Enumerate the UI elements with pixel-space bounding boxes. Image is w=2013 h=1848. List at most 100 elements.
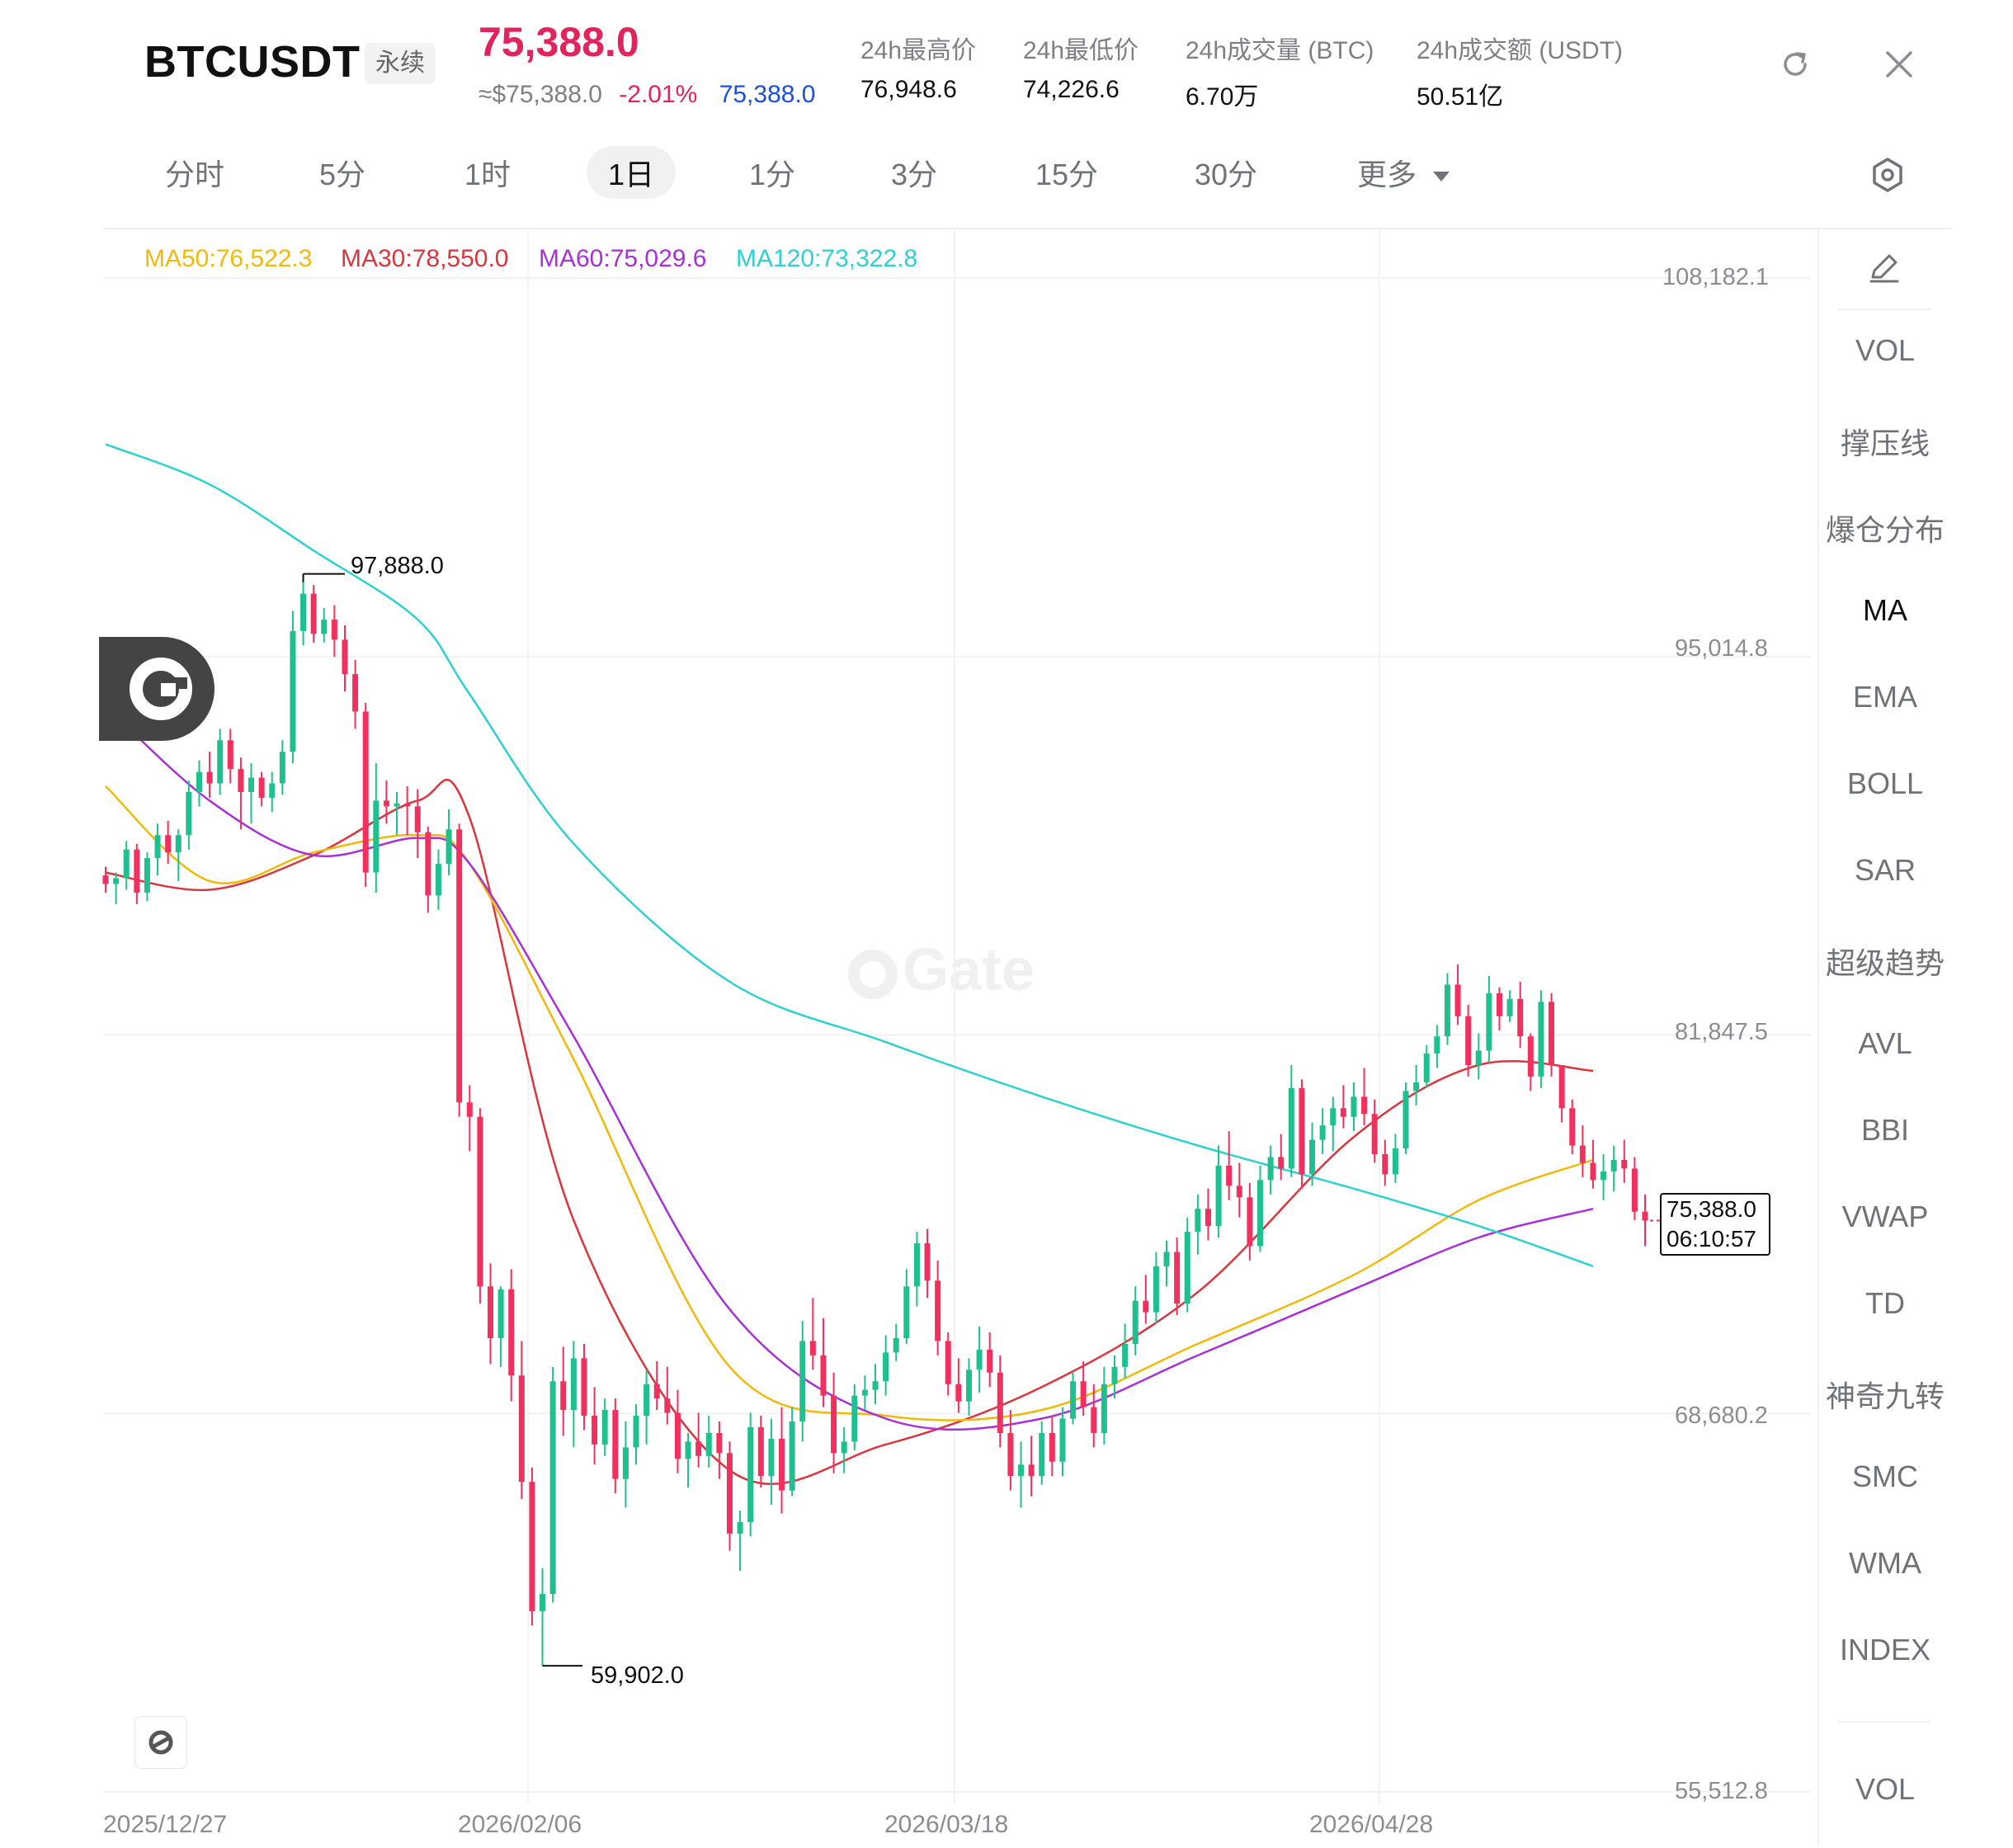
candle — [913, 1232, 920, 1307]
candle-body — [1101, 1384, 1107, 1433]
candle — [497, 1286, 504, 1367]
candle — [903, 1269, 910, 1344]
candle-body — [102, 875, 109, 884]
current-price-tag: 75,388.0 06:10:57 — [1660, 1193, 1770, 1256]
grid — [103, 228, 1811, 1803]
candle — [1371, 1099, 1378, 1163]
candle-body — [1330, 1108, 1336, 1126]
candle — [518, 1341, 525, 1500]
candle — [1631, 1157, 1638, 1221]
timeframe-tab-active[interactable]: 1日 — [587, 146, 676, 199]
gate-logo-button[interactable] — [99, 637, 214, 741]
candle — [841, 1426, 847, 1473]
candle-body — [1558, 1064, 1565, 1109]
candle — [1330, 1096, 1336, 1152]
candle-body — [300, 593, 307, 631]
sidebar-item-11[interactable]: VWAP — [1841, 1200, 1929, 1233]
y-tick: 55,512.8 — [1675, 1778, 1768, 1804]
candle — [466, 1085, 473, 1152]
candle-countdown: 06:10:57 — [1666, 1226, 1756, 1252]
timeframe-tab[interactable]: 5分 — [319, 158, 366, 191]
candle-body — [310, 593, 317, 634]
candle-body — [1402, 1091, 1409, 1149]
timeframe-tab[interactable]: 分时 — [165, 158, 225, 191]
stat-label: 24h成交量 (BTC) — [1186, 37, 1374, 64]
candle — [1163, 1240, 1170, 1287]
timeframe-tab[interactable]: 1时 — [464, 158, 512, 191]
sidebar-item-6[interactable]: BOLL — [1846, 766, 1924, 800]
candle — [196, 760, 202, 807]
candle-body — [1122, 1343, 1129, 1367]
candle — [685, 1432, 691, 1488]
sidebar-item-5[interactable]: EMA — [1852, 680, 1917, 714]
sidebar-item-12[interactable]: TD — [1865, 1286, 1905, 1320]
candle-body — [997, 1372, 1003, 1433]
candle-body — [342, 639, 348, 675]
candle — [394, 792, 400, 836]
candle — [477, 1108, 483, 1304]
sidebar-item-7[interactable]: SAR — [1854, 853, 1916, 887]
hexagon-settings-icon[interactable] — [1868, 155, 1907, 195]
sidebar-item-14[interactable]: SMC — [1852, 1459, 1918, 1493]
stat-label: 24h最低价 — [1023, 37, 1139, 64]
close-icon[interactable] — [1879, 45, 1919, 84]
candle — [1195, 1194, 1201, 1255]
candle — [331, 605, 337, 658]
candle-body — [820, 1355, 827, 1396]
candle — [935, 1260, 941, 1355]
candles — [102, 573, 1648, 1666]
candle — [872, 1364, 879, 1405]
candle — [414, 789, 421, 859]
sidebar-item-9[interactable]: AVL — [1858, 1026, 1912, 1060]
timeframe-more[interactable]: 更多 — [1357, 151, 1450, 194]
stat-turnover: 24h成交额 (USDT) 50.51亿 — [1417, 30, 1623, 112]
sidebar-item-1[interactable]: VOL — [1855, 333, 1916, 367]
candle — [1299, 1079, 1305, 1189]
sidebar-item-8[interactable]: 超级趋势 — [1825, 946, 1945, 980]
sidebar-item-4[interactable]: MA — [1863, 593, 1907, 627]
candle-body — [1059, 1418, 1066, 1462]
ma30-line — [105, 778, 1594, 1486]
candle — [1454, 964, 1461, 1025]
candle — [1319, 1108, 1326, 1154]
contract-badge: 永续 — [365, 43, 436, 84]
pencil-icon[interactable] — [1866, 249, 1902, 285]
candle-body — [362, 711, 369, 873]
candle — [1236, 1162, 1242, 1218]
candle — [1070, 1372, 1077, 1425]
timeframe-tab[interactable]: 1分 — [749, 158, 796, 191]
sidebar-item-2[interactable]: 撑压线 — [1840, 427, 1930, 460]
candle-body — [601, 1410, 608, 1445]
timeframe-tab[interactable]: 30分 — [1195, 158, 1258, 191]
candle-body — [1319, 1125, 1326, 1140]
candle-body — [1642, 1211, 1648, 1221]
candle — [1590, 1139, 1596, 1189]
candle-body — [196, 771, 202, 793]
candle-body — [540, 1594, 546, 1611]
sidebar-item-13[interactable]: 神奇九转 — [1825, 1379, 1945, 1413]
sidebar-item-vol-bottom[interactable]: VOL — [1855, 1772, 1916, 1806]
candle — [549, 1366, 556, 1603]
sidebar-item-16[interactable]: INDEX — [1839, 1633, 1931, 1666]
candle — [664, 1366, 671, 1425]
candle-body — [1413, 1082, 1420, 1091]
candle — [1610, 1145, 1617, 1192]
timeframe-tab[interactable]: 3分 — [891, 158, 938, 191]
candle — [581, 1343, 587, 1431]
candle-body — [685, 1441, 691, 1459]
sidebar-item-15[interactable]: WMA — [1849, 1546, 1921, 1580]
refresh-icon[interactable] — [1775, 45, 1815, 84]
sidebar-item-3[interactable]: 爆仓分布 — [1825, 513, 1945, 547]
candle — [644, 1370, 650, 1445]
timeframe-tab[interactable]: 15分 — [1035, 158, 1099, 191]
watermark-text: Gate — [903, 937, 1035, 1003]
chart-tool-icon[interactable] — [134, 1716, 187, 1769]
candle — [362, 703, 369, 887]
sidebar-item-10[interactable]: BBI — [1860, 1113, 1910, 1147]
candle-body — [633, 1416, 639, 1448]
candle — [861, 1375, 868, 1411]
candle-body — [373, 800, 380, 873]
candle — [113, 872, 120, 904]
candle-body — [1621, 1159, 1628, 1169]
